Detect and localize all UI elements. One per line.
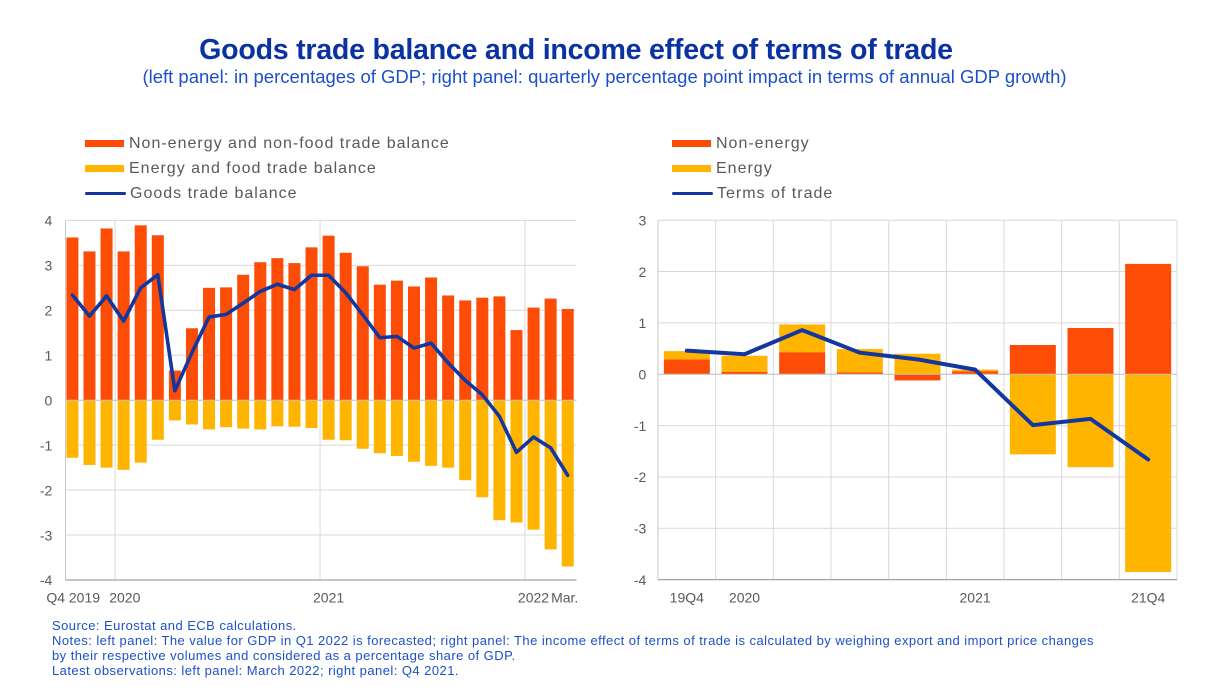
svg-text:-4: -4 (634, 572, 647, 588)
svg-text:2: 2 (639, 264, 647, 280)
svg-text:2021: 2021 (313, 589, 344, 605)
svg-text:3: 3 (45, 258, 53, 274)
svg-text:2: 2 (45, 303, 53, 319)
svg-text:-2: -2 (40, 482, 53, 498)
svg-text:0: 0 (45, 392, 53, 408)
svg-text:2021: 2021 (960, 589, 991, 605)
svg-text:Mar.: Mar. (551, 589, 578, 605)
svg-text:2020: 2020 (109, 589, 140, 605)
svg-text:-1: -1 (40, 437, 53, 453)
svg-text:1: 1 (639, 315, 647, 331)
svg-text:-3: -3 (634, 521, 647, 537)
svg-text:0: 0 (639, 366, 647, 382)
svg-text:21Q4: 21Q4 (1131, 589, 1165, 605)
svg-text:19Q4: 19Q4 (670, 589, 704, 605)
svg-text:Q4 2019: Q4 2019 (46, 589, 100, 605)
svg-text:1: 1 (45, 347, 53, 363)
svg-text:-1: -1 (634, 418, 647, 434)
svg-text:-2: -2 (634, 469, 647, 485)
svg-text:4: 4 (45, 213, 53, 229)
svg-text:2020: 2020 (729, 589, 760, 605)
svg-text:-3: -3 (40, 527, 53, 543)
svg-text:-4: -4 (40, 572, 53, 588)
svg-text:3: 3 (639, 212, 647, 228)
svg-text:2022: 2022 (518, 589, 549, 605)
